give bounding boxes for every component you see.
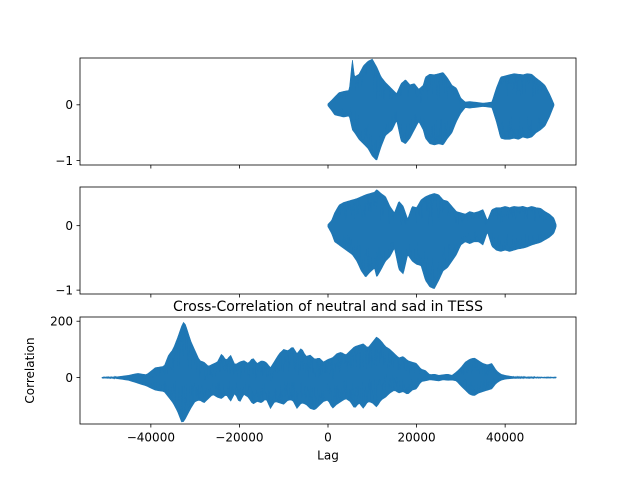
series-1-0-waveform xyxy=(327,189,557,289)
y-tick-label: −1 xyxy=(55,154,73,168)
y-tick-label: 0 xyxy=(65,98,73,112)
y-tick-label: −1 xyxy=(55,283,73,297)
series-line xyxy=(327,60,555,157)
y-tick-label: 0 xyxy=(65,219,73,233)
x-tick-label: 20000 xyxy=(397,431,435,445)
x-axis-label: Lag xyxy=(317,449,339,463)
y-tick-label: 0 xyxy=(65,371,73,385)
series-2-0-waveform xyxy=(101,321,557,423)
chart-title: Cross-Correlation of neutral and sad in … xyxy=(173,299,483,315)
x-tick-label: 0 xyxy=(324,431,332,445)
y-tick-label: 200 xyxy=(50,315,73,329)
x-tick-label: 40000 xyxy=(486,431,524,445)
y-axis-label: Correlation xyxy=(23,337,37,403)
subplot-cross-correlation: 0 200 −40000 −20000 0 20000 40000 Cross-Correla… xyxy=(23,299,577,463)
subplot-middle-waveform: −1 0 xyxy=(55,186,577,298)
x-tick-label: −20000 xyxy=(215,431,263,445)
series-line xyxy=(101,323,557,421)
series-0-0-waveform xyxy=(327,58,555,161)
subplot-top-waveform: −1 0 xyxy=(55,57,577,169)
x-tick-label: −40000 xyxy=(127,431,175,445)
series-line xyxy=(327,191,557,287)
